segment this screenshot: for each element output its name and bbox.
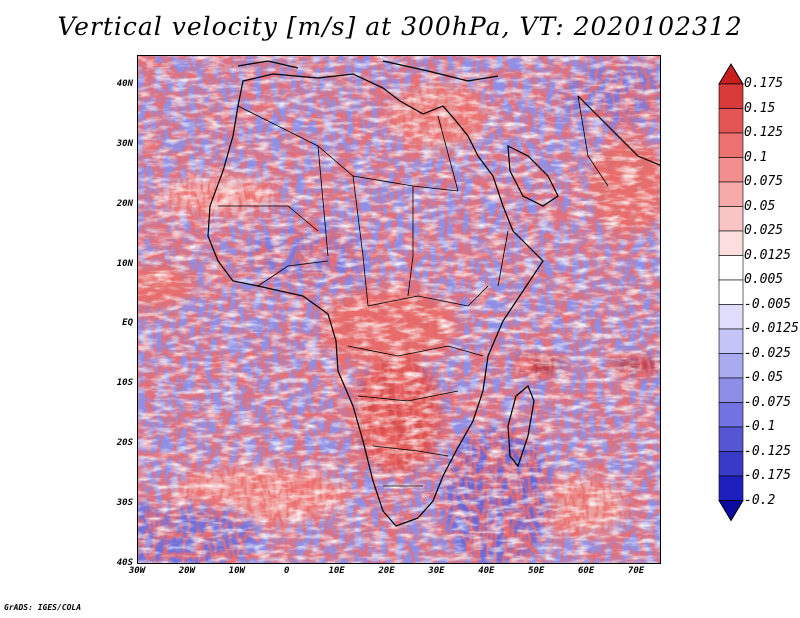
colorbar-label: 0.0125	[744, 247, 791, 263]
colorbar-swatch	[718, 377, 744, 403]
colorbar-swatch	[718, 353, 744, 379]
lat-tick-label: 10N	[116, 258, 133, 269]
lon-tick-label: 20E	[378, 566, 395, 576]
velocity-field-map	[138, 56, 660, 563]
lon-tick-label: 10E	[328, 566, 345, 576]
colorbar-label: 0.075	[744, 174, 784, 189]
colorbar-label: 0.15	[744, 100, 776, 116]
lon-tick-label: 60E	[578, 566, 595, 576]
colorbar-swatch	[718, 451, 744, 477]
coastlines	[207, 60, 660, 527]
colorbar-label: -0.1	[744, 419, 776, 434]
colorbar-label: -0.125	[744, 443, 791, 459]
colorbar-label: -0.175	[744, 468, 791, 483]
colorbar	[718, 63, 744, 522]
country-borders	[218, 95, 609, 487]
colorbar-label: 0.175	[744, 76, 784, 91]
white-streaks	[138, 56, 660, 563]
colorbar-label: 0.005	[744, 272, 784, 287]
colorbar-swatch	[718, 475, 744, 501]
lon-tick-label: 30E	[428, 566, 445, 576]
lat-tick-label: 20N	[116, 198, 133, 209]
lat-tick-label: 30N	[116, 138, 133, 149]
colorbar-label: -0.075	[744, 394, 791, 410]
colorbar-swatch	[718, 108, 744, 134]
colorbar-swatch	[718, 304, 744, 330]
colorbar-max-arrow	[718, 63, 744, 85]
lat-tick-label: 30S	[116, 498, 133, 509]
colorbar-swatch	[718, 157, 744, 183]
map-title: Vertical velocity [m/s] at 300hPa, VT: 2…	[57, 12, 743, 41]
colorbar-label: 0.1	[744, 149, 768, 165]
colorbar-label: 0.025	[744, 223, 784, 238]
colorbar-label: 0.125	[744, 125, 784, 140]
colorbar-swatch	[718, 83, 744, 109]
lon-tick-label: 40E	[478, 566, 495, 576]
colorbar-swatch	[718, 132, 744, 158]
lat-tick-label: 10S	[116, 378, 133, 389]
lon-tick-label: 30W	[128, 566, 146, 576]
lat-tick-label: 20S	[116, 438, 133, 449]
lat-tick-label: EQ	[122, 318, 133, 329]
colorbar-min-arrow	[718, 500, 744, 522]
colorbar-swatch	[718, 230, 744, 256]
colorbar-swatch	[718, 181, 744, 207]
lon-tick-label: 70E	[627, 566, 645, 576]
lon-tick-label: 10W	[228, 566, 245, 576]
colorbar-label: -0.05	[744, 370, 784, 385]
colorbar-label: -0.005	[744, 296, 791, 312]
lon-tick-label: 20W	[178, 566, 196, 576]
lat-tick-label: 40N	[116, 78, 133, 89]
lon-tick-label: 50E	[528, 566, 545, 576]
colorbar-swatch	[718, 279, 744, 305]
colorbar-swatch	[718, 328, 744, 354]
colorbar-swatch	[718, 255, 744, 281]
lat-tick-label: 40S	[116, 558, 133, 568]
colorbar-swatch	[718, 206, 744, 232]
grads-credit: GrADS: IGES/COLA	[4, 603, 82, 612]
lon-tick-label: 0	[283, 566, 290, 576]
colorbar-swatch	[718, 402, 744, 428]
colorbar-label: -0.2	[744, 492, 776, 508]
colorbar-label: -0.025	[744, 345, 791, 361]
colorbar-swatch	[718, 426, 744, 452]
colorbar-label: -0.0125	[744, 321, 799, 336]
colorbar-label: 0.05	[744, 198, 776, 214]
map-plot-area[interactable]	[137, 55, 661, 564]
